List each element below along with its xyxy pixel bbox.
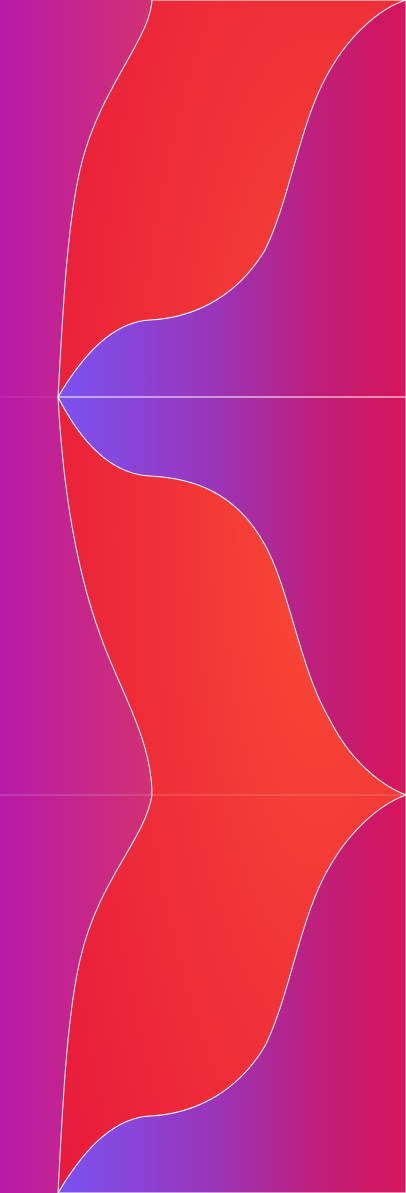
- violet-lobe-top: [57, 0, 406, 398]
- violet-lobe-bottom: [57, 794, 406, 1193]
- violet-lobe-middle: [57, 396, 406, 796]
